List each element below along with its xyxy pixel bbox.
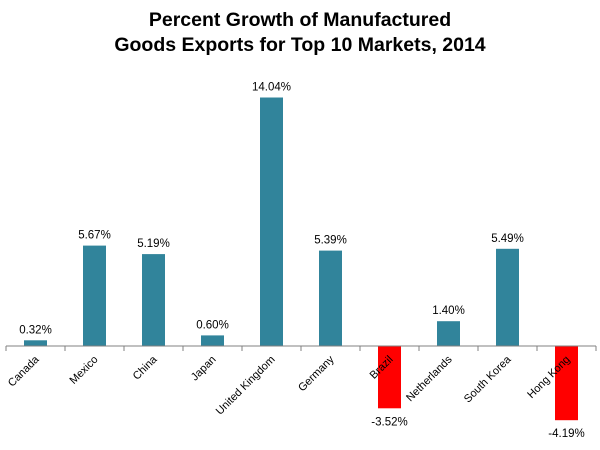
chart-title-line-2: Goods Exports for Top 10 Markets, 2014 [114, 34, 486, 56]
category-label: Canada [6, 353, 42, 389]
data-label: 5.67% [78, 230, 111, 242]
bars-group [24, 97, 578, 421]
data-label: 5.49% [491, 233, 524, 245]
data-label: 0.60% [196, 319, 229, 331]
x-axis [5, 345, 597, 351]
bar-canada [24, 340, 47, 346]
chart-title: Percent Growth of Manufactured Goods Exp… [0, 8, 600, 58]
bar-united-kingdom [260, 97, 283, 346]
data-label: -3.52% [371, 416, 407, 428]
bar-mexico [83, 245, 106, 346]
data-labels-group: 0.32% 5.67% 5.19% 0.60% 14.04% 5.39% -3.52% 1.4… [19, 82, 585, 441]
category-label: China [131, 353, 160, 382]
bar-south-korea [496, 248, 519, 346]
bar-hong-kong [555, 346, 578, 421]
category-label: Japan [189, 354, 219, 384]
bar-brazil [378, 346, 401, 409]
data-label: 14.04% [252, 82, 291, 94]
category-label: Netherlands [404, 353, 455, 404]
category-label: United Kingdom [214, 354, 278, 418]
data-label: 5.39% [314, 235, 347, 247]
category-label: Germany [296, 353, 337, 394]
data-label: 5.19% [137, 238, 170, 250]
bar-china [142, 254, 165, 346]
bar-germany [319, 250, 342, 346]
bar-japan [201, 335, 224, 346]
data-label: 0.32% [19, 324, 52, 336]
category-label: South Korea [462, 353, 514, 405]
category-label: Mexico [67, 354, 100, 387]
chart-title-line-1: Percent Growth of Manufactured [148, 9, 452, 31]
data-label: -4.19% [548, 428, 584, 440]
bar-netherlands [437, 321, 460, 346]
data-label: 1.40% [432, 305, 465, 317]
